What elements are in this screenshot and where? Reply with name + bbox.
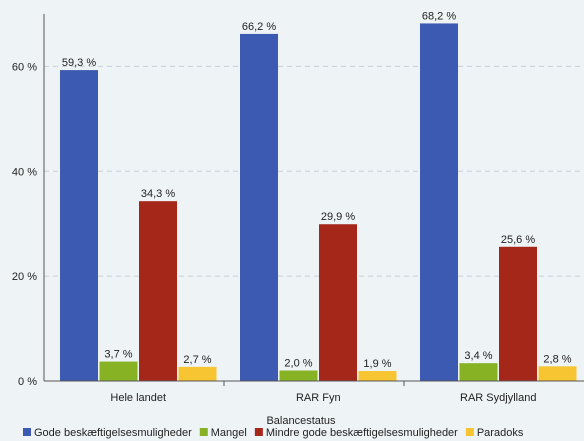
y-tick-label: 40 % [12, 166, 37, 178]
x-axis-title: Balancestatus [266, 415, 336, 427]
bar-data-label: 25,6 % [501, 234, 535, 246]
bar-data-label: 34,3 % [141, 188, 175, 200]
grid-layer [44, 65, 584, 277]
legend-swatch [23, 428, 31, 436]
bar [459, 363, 498, 381]
bar-data-label: 3,4 % [464, 350, 492, 362]
x-category-label: RAR Sydjylland [460, 392, 536, 404]
y-axis: 0 % 20 % 40 % 60 % [12, 14, 45, 388]
bar [538, 366, 577, 381]
data-labels-layer: 59,3 % 3,7 % 34,3 % 2,7 % 66,2 % 2,0 % 29,9 % 1… [62, 10, 572, 370]
x-category-label: Hele landet [110, 392, 166, 404]
bar-data-label: 2,8 % [543, 353, 571, 365]
y-tick-label: 0 % [18, 376, 37, 388]
bar [240, 33, 278, 382]
bar-data-label: 59,3 % [62, 57, 96, 69]
bar [319, 224, 357, 381]
legend-label: Paradoks [477, 427, 524, 439]
bar-data-label: 29,9 % [321, 211, 355, 223]
bar [499, 246, 537, 381]
bars-layer [60, 23, 577, 382]
legend: Gode beskæftigelsesmuligheder Mangel Mindr… [23, 427, 524, 439]
legend-label: Mangel [211, 427, 247, 439]
bar [178, 366, 217, 381]
bar-data-label: 3,7 % [104, 349, 132, 361]
bar [139, 201, 177, 381]
legend-swatch [199, 428, 208, 436]
legend-swatch [254, 428, 263, 436]
bar-data-label: 68,2 % [422, 10, 456, 22]
bar [420, 23, 458, 382]
bar-data-label: 1,9 % [363, 358, 391, 370]
bar [60, 70, 98, 381]
x-axis: Hele landet RAR Fyn RAR Sydjylland [44, 380, 584, 404]
bar [99, 361, 138, 381]
x-category-label: RAR Fyn [296, 392, 341, 404]
bar-data-label: 2,0 % [284, 358, 312, 370]
y-tick-label: 20 % [12, 271, 37, 283]
legend-label: Gode beskæftigelsesmuligheder [34, 427, 192, 439]
bar [358, 371, 397, 381]
bar [279, 370, 318, 381]
legend-swatch [465, 428, 474, 436]
y-tick-label: 60 % [12, 61, 37, 73]
bar-data-label: 66,2 % [242, 21, 276, 33]
legend-label: Mindre gode beskæftigelsesmuligheder [266, 427, 458, 439]
bar-data-label: 2,7 % [183, 354, 211, 366]
